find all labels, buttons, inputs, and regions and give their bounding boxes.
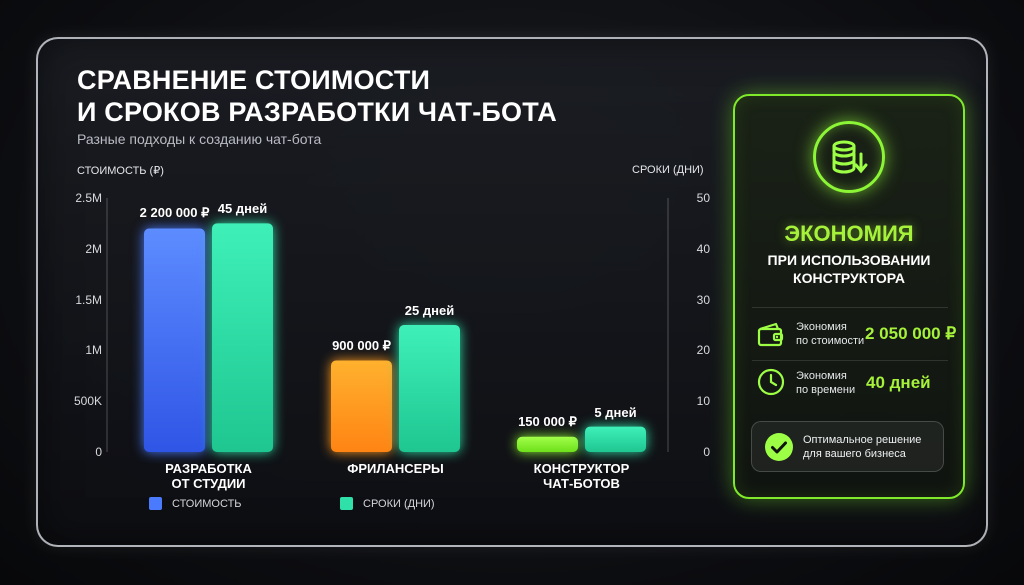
badge-text-line-1: Оптимальное решение [803,434,922,446]
y-tick-right: 30 [696,292,710,307]
panel-subheading-line-2: КОНСТРУКТОРА [793,270,905,286]
y-tick-right: 50 [696,191,710,205]
y-tick-left: 500K [73,394,102,409]
cost-savings-label-line-1: Экономия [796,321,847,333]
y-tick-right: 10 [696,394,710,409]
y-tick-right: 20 [696,343,710,358]
category-label-line: РАЗРАБОТКА [165,461,252,476]
y-tick-left: 0 [95,445,102,459]
cost-savings-value: 2 050 000 ₽ [865,324,957,343]
bar-value-label-cost: 150 000 ₽ [518,413,577,429]
bar-value-label-time: 25 дней [404,303,455,318]
legend-item-time: СРОКИ (ДНИ) [340,497,435,510]
bar-cost [144,228,205,452]
legend-swatch-time [340,497,353,510]
panel-heading: ЭКОНОМИЯ [784,221,914,246]
bar-time [399,325,460,452]
category-label-line: КОНСТРУКТОР [533,461,630,476]
panel-divider [752,360,948,361]
wallet-icon [757,322,784,347]
title-line-1: СРАВНЕНИЕ СТОИМОСТИ [77,65,431,95]
category-label: РАЗРАБОТКА ОТ СТУДИИ [134,461,284,491]
title-line-2: И СРОКОВ РАЗРАБОТКИ ЧАТ-БОТА [77,97,557,127]
y-tick-left: 1.5M [75,292,102,307]
clock-icon [757,368,785,396]
bar-value-label-time: 45 дней [217,201,268,217]
legend-item-cost: СТОИМОСТЬ [149,497,242,510]
y-tick-left: 2M [85,241,102,256]
panel-subheading-line-1: ПРИ ИСПОЛЬЗОВАНИИ [767,252,931,268]
time-savings-value: 40 дней [866,373,931,392]
panel-divider [752,307,948,308]
cost-savings-label-line-2: по стоимости [796,335,865,347]
bar-time [585,426,646,452]
y-tick-right: 0 [703,445,710,459]
bar-value-label-cost: 2 200 000 ₽ [139,205,210,221]
time-savings-label: Экономия по времени [796,369,855,397]
y-axis-left-label: СТОИМОСТЬ (₽) [77,165,164,177]
check-circle-icon [765,433,793,461]
category-label: ФРИЛАНСЕРЫ [321,461,471,476]
y-axis-right-label: СРОКИ (ДНИ) [632,164,704,176]
page-subtitle: Разные подходы к созданию чат-бота [77,131,322,147]
legend-label-time: СРОКИ (ДНИ) [363,497,435,510]
y-tick-left: 1M [85,343,102,358]
category-label: КОНСТРУКТОР ЧАТ-БОТОВ [507,461,657,491]
bar-cost [517,436,578,452]
time-savings-label-line-2: по времени [796,384,856,396]
y-tick-left: 2.5M [75,191,102,205]
legend-swatch-cost [149,497,162,510]
y-tick-right: 40 [696,241,710,256]
bar-time [212,223,273,452]
time-savings-label-line-1: Экономия [796,370,847,382]
legend-label-cost: СТОИМОСТЬ [172,497,242,510]
bar-value-label-time: 5 дней [594,404,637,420]
coin-stack-icon [832,140,868,174]
page-title: СРАВНЕНИЕ СТОИМОСТИ И СРОКОВ РАЗРАБОТКИ … [77,64,557,128]
coin-ring [813,121,885,193]
panel-subheading: ПРИ ИСПОЛЬЗОВАНИИ КОНСТРУКТОРА [733,251,965,287]
bar-cost [331,360,392,452]
badge-text-line-2: для вашего бизнеса [803,448,906,460]
category-label-line: ОТ СТУДИИ [171,476,246,491]
category-label-line: ФРИЛАНСЕРЫ [347,461,444,476]
bar-value-label-cost: 900 000 ₽ [332,337,391,353]
category-label-line: ЧАТ-БОТОВ [543,476,620,491]
cost-savings-label: Экономия по стоимости [796,320,864,348]
badge-text: Оптимальное решение для вашего бизнеса [803,433,943,461]
